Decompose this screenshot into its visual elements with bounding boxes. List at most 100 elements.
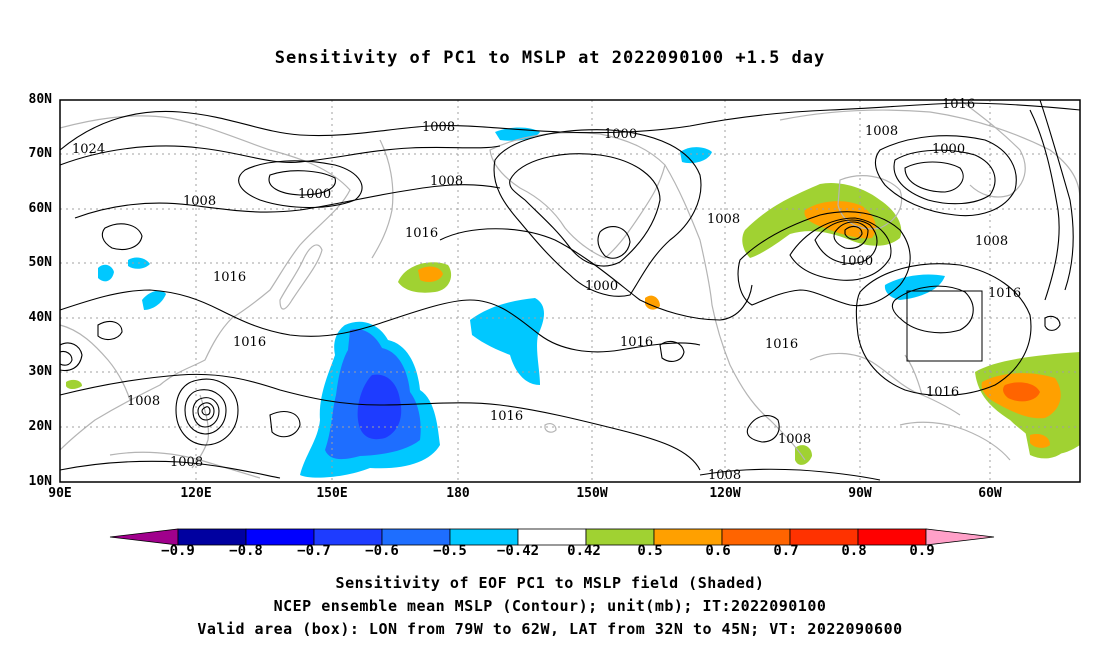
- coastline-asia: [59, 115, 351, 451]
- contour-label: 1016: [490, 409, 523, 424]
- contour-line: [59, 342, 83, 372]
- contour-line: [833, 221, 869, 249]
- contour-line: [197, 402, 215, 421]
- chart-title: Sensitivity of PC1 to MSLP at 2022090100…: [274, 48, 826, 68]
- contour-line: [439, 228, 753, 321]
- contour-line: [74, 184, 501, 219]
- coastline-japan: [279, 244, 323, 310]
- lon-label: 90W: [848, 486, 872, 501]
- negative-sensitivity-small-3: [680, 147, 712, 164]
- contour-label: 1000: [840, 254, 873, 269]
- contour-label: 1008: [707, 212, 740, 227]
- contour-line: [269, 411, 301, 438]
- contour-line: [175, 378, 239, 446]
- contour-label: 1008: [975, 234, 1008, 249]
- contour-line: [1039, 99, 1074, 291]
- colorbar: [109, 528, 995, 546]
- contour-label: 1008: [708, 468, 741, 483]
- colorbar-label: 0.7: [773, 543, 799, 559]
- contour-label: 1008: [865, 124, 898, 139]
- contour-label: 1016: [620, 335, 653, 350]
- contour-label: 1016: [926, 385, 959, 400]
- contour-line: [238, 160, 363, 209]
- colorbar-label: −0.8: [229, 543, 263, 559]
- contour-line: [192, 397, 220, 428]
- contour-line: [855, 263, 1032, 396]
- contour-line: [97, 320, 123, 341]
- lat-label: 20N: [28, 419, 52, 434]
- colorbar-label: −0.6: [365, 543, 399, 559]
- contour-label: 1008: [183, 194, 216, 209]
- gridlines: [60, 100, 1080, 482]
- footer-line-3: Valid area (box): LON from 79W to 62W, L…: [197, 620, 903, 638]
- contour-line: [874, 135, 1017, 217]
- positive-sensitivity-region-7: [66, 379, 82, 389]
- positive-sensitivity-region-2-inner: [1003, 382, 1040, 402]
- contour-label: 1016: [405, 226, 438, 241]
- lon-label: 90E: [48, 486, 72, 501]
- contour-label: 1008: [778, 432, 811, 447]
- coastline-caribbean: [899, 421, 1011, 461]
- lon-label: 180: [446, 486, 470, 501]
- coastline-north-america-east: [779, 109, 1081, 201]
- contour-line: [59, 350, 73, 366]
- contour-line: [268, 170, 336, 196]
- coastline-kamchatka: [371, 139, 394, 259]
- coastline-south-asia: [59, 324, 131, 401]
- coastline-gulf: [809, 352, 961, 416]
- contour-line: [737, 211, 911, 307]
- coastline-hawaii: [544, 423, 557, 433]
- contour-line: [891, 285, 974, 334]
- negative-sensitivity-small-5: [98, 264, 114, 282]
- contour-line: [59, 145, 501, 166]
- coastline-north-america-west: [664, 164, 806, 461]
- positive-sensitivity-region-4: [645, 295, 660, 310]
- contour-line: [844, 225, 863, 240]
- colorbar-right-arrow: [925, 528, 995, 546]
- colorbar-label: 0.9: [909, 543, 935, 559]
- contour-label: 1000: [932, 142, 965, 157]
- lon-label: 150E: [316, 486, 348, 501]
- lon-label: 120W: [709, 486, 741, 501]
- lat-label: 70N: [28, 146, 52, 161]
- contour-line: [201, 406, 211, 416]
- lat-label: 30N: [28, 364, 52, 379]
- lat-label: 60N: [28, 201, 52, 216]
- contour-line: [1044, 315, 1061, 331]
- negative-sensitivity-small-1: [470, 298, 544, 385]
- contour-label: 1016: [233, 335, 266, 350]
- footer-line-2: NCEP ensemble mean MSLP (Contour); unit(…: [273, 597, 827, 615]
- contour-line: [699, 468, 881, 481]
- lat-label: 50N: [28, 255, 52, 270]
- contour-line: [1029, 109, 1060, 301]
- map-frame: [59, 99, 1081, 483]
- valid-area-box: [906, 290, 983, 362]
- contour-label: 1008: [170, 455, 203, 470]
- colorbar-label: 0.5: [637, 543, 663, 559]
- footer-line-1: Sensitivity of EOF PC1 to MSLP field (Sh…: [335, 574, 765, 592]
- contour-line: [59, 373, 701, 471]
- negative-sensitivity-small-6: [142, 290, 166, 310]
- colorbar-label: 0.8: [841, 543, 867, 559]
- negative-sensitivity-inner: [357, 374, 402, 440]
- contour-line: [814, 219, 878, 264]
- colorbar-label: 0.6: [705, 543, 731, 559]
- lat-label: 10N: [28, 474, 52, 489]
- mslp-contours: [59, 99, 1081, 481]
- contour-line: [597, 226, 631, 259]
- negative-sensitivity-small-4: [884, 274, 945, 300]
- colorbar-label: −0.9: [161, 543, 195, 559]
- contour-label: 1016: [988, 286, 1021, 301]
- positive-sensitivity-region-5: [795, 445, 812, 465]
- lon-label: 120E: [180, 486, 212, 501]
- contour-label: 1000: [585, 279, 618, 294]
- contour-label: 1000: [298, 187, 331, 202]
- contour-line: [659, 340, 685, 362]
- contour-label: 1000: [604, 127, 637, 142]
- colorbar-label: 0.42: [567, 543, 601, 559]
- contour-label: 1024: [72, 142, 105, 157]
- lon-label: 150W: [576, 486, 608, 501]
- colorbar-label: −0.5: [433, 543, 467, 559]
- contour-labels: 1024 1008 1008 1000 1008 1016 1016 1016 …: [72, 97, 1021, 483]
